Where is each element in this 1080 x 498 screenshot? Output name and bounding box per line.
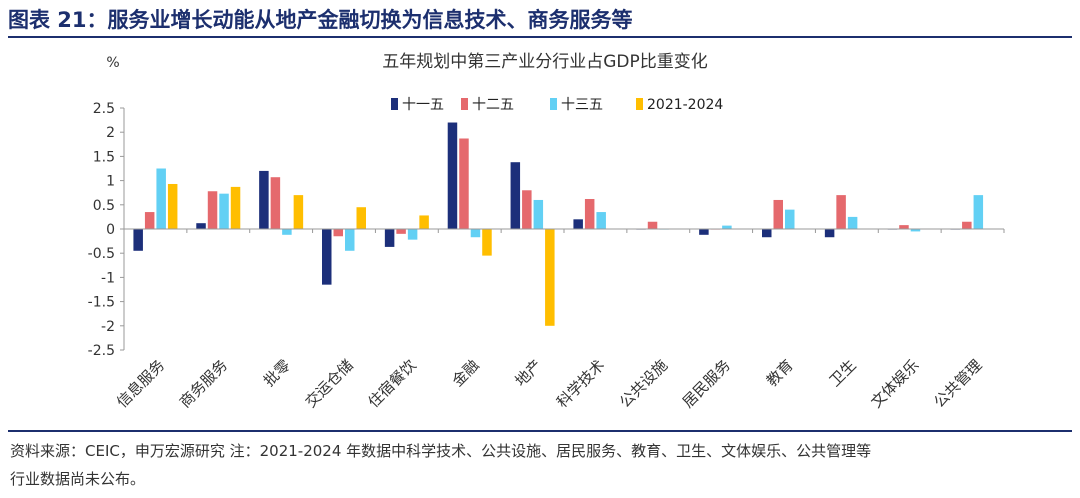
bar-商务服务-十一五 [196,223,206,229]
bar-商务服务-十三五 [219,193,229,229]
x-tick-label: 教育 [763,356,797,390]
bar-交运仓储-十三五 [345,229,355,251]
y-axis-label: % [106,55,119,71]
source-note-line-1: 资料来源：CEIC，申万宏源研究 注：2021-2024 年数据中科学技术、公共… [10,442,872,460]
bar-商务服务-十二五 [207,191,218,229]
legend-swatch [550,98,557,110]
x-tick-label: 科学技术 [553,356,608,411]
footer-rule [8,430,1072,432]
bar-科学技术-十二五 [584,198,595,229]
source-note-line-2: 行业数据尚未公布。 [10,470,146,488]
bar-卫生-十一五 [824,229,835,238]
bar-交运仓储-十二五 [333,229,343,237]
bar-文体娱乐-十二五 [899,225,909,229]
bar-卫生-十三五 [847,216,858,229]
bar-居民服务-十三五 [722,225,732,229]
bars [133,122,984,326]
x-tick-label: 住宿餐饮 [365,356,420,411]
bar-交运仓储-2021-2024 [356,207,366,229]
y-tick-label: -2.5 [88,343,115,359]
y-tick-label: 1 [106,174,115,190]
y-tick-label: 2.5 [93,101,115,117]
y-tick-label: 2 [106,125,115,141]
bar-信息服务-2021-2024 [167,183,178,229]
bar-卫生-十二五 [836,195,846,229]
bar-信息服务-十三五 [156,168,166,229]
legend-label: 十二五 [472,97,514,113]
x-tick-label: 交运仓储 [302,356,357,411]
y-axis-ticks: 2.5 2 1.5 1 0.5 0 -0.5 -1 -1.5 -2 -2.5 [88,101,1005,359]
x-tick-label: 文体娱乐 [867,356,922,411]
x-tick-label: 卫生 [826,356,860,390]
bar-教育-十三五 [785,209,795,229]
bar-地产-十一五 [510,162,521,229]
y-tick-label: -0.5 [88,246,115,262]
legend: 十一五 十二五 十三五 2021-2024 [391,97,723,113]
bar-住宿餐饮-十三五 [407,229,418,240]
bar-地产-十二五 [522,190,532,229]
x-axis-labels: 信息服务 商务服务 批零 交运仓储 住宿餐饮 金融 地产 科学技术 公共设施 居民服务 教育 卫生 文体… [113,356,985,411]
bar-公共管理-十三五 [973,195,984,229]
bar-商务服务-2021-2024 [230,186,241,229]
legend-label: 十一五 [402,97,444,113]
legend-swatch [636,98,643,110]
bar-chart: 五年规划中第三产业分行业占GDP比重变化 % 十一五 十二五 十三五 2021-202… [88,52,1005,411]
bar-批零-十二五 [270,177,281,229]
bar-金融-十一五 [447,122,458,229]
legend-swatch [391,98,398,110]
x-tick-label: 公共设施 [616,356,671,411]
bar-交运仓储-十一五 [322,229,332,285]
y-tick-label: -1.5 [88,295,115,311]
bar-批零-2021-2024 [293,195,304,229]
bar-批零-十一五 [259,170,269,229]
x-tick-label: 信息服务 [113,356,168,411]
y-tick-label: 0 [106,222,115,238]
legend-label: 十三五 [561,97,603,113]
x-tick-label: 商务服务 [176,356,231,411]
legend-label: 2021-2024 [647,97,723,113]
chart-title: 五年规划中第三产业分行业占GDP比重变化 [382,52,708,72]
bar-文体娱乐-十三五 [910,229,921,232]
bar-金融-十二五 [459,138,469,229]
bar-住宿餐饮-2021-2024 [419,215,429,229]
bar-金融-2021-2024 [482,229,492,256]
figure-title: 图表 21：服务业增长动能从地产金融切换为信息技术、商务服务等 [8,8,633,32]
bar-住宿餐饮-十一五 [384,229,395,247]
y-tick-label: -1 [101,270,115,286]
bar-信息服务-十一五 [133,229,143,251]
bar-批零-十三五 [282,229,292,235]
x-tick-label: 公共管理 [930,356,985,411]
y-tick-label: -2 [101,319,115,335]
x-tick-label: 金融 [449,356,483,390]
bar-教育-十二五 [773,199,783,229]
x-tick-label: 居民服务 [679,356,734,411]
bar-科学技术-十一五 [573,219,583,229]
bar-住宿餐饮-十二五 [396,229,406,234]
bar-地产-十三五 [533,199,544,229]
x-tick-label: 批零 [260,356,294,390]
legend-swatch [461,98,468,110]
bar-信息服务-十二五 [144,212,155,229]
x-tick-label: 地产 [511,356,545,390]
bar-公共设施-十二五 [647,221,658,229]
bar-科学技术-十三五 [596,212,606,229]
bar-公共管理-十二五 [962,221,972,229]
bar-教育-十一五 [762,229,772,238]
y-tick-label: 1.5 [93,149,115,165]
bar-居民服务-十一五 [699,229,709,235]
y-tick-label: 0.5 [93,198,115,214]
bar-金融-十三五 [470,229,481,238]
title-rule [8,36,1072,38]
bar-地产-2021-2024 [545,229,555,326]
